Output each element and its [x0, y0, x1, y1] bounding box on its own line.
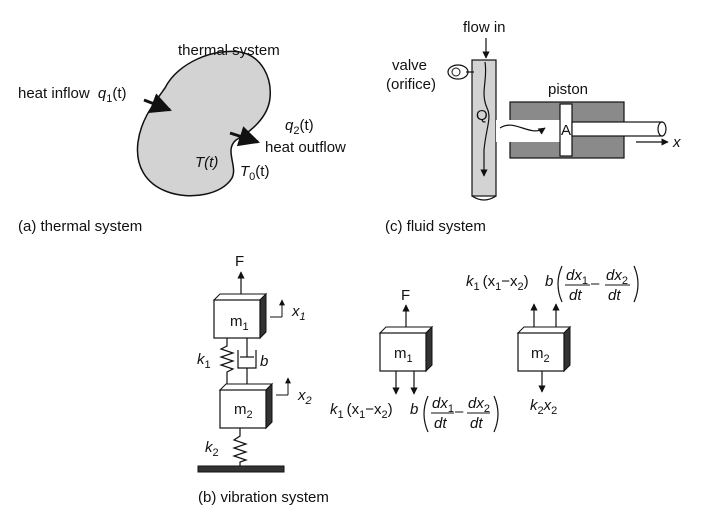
fbd-minus: – [455, 403, 464, 420]
fbd-mass2-side-face [563, 325, 571, 373]
mass1-top-face [212, 293, 268, 301]
fbd-paren-right [493, 395, 499, 433]
fbd2-spring-force-label: k1 (x1−x2) [466, 273, 529, 293]
fbd2-dx2-num: dx2 [606, 267, 628, 287]
cylinder-chamber [496, 120, 560, 142]
piston-area-label: A [561, 122, 571, 139]
mass1-block [213, 299, 261, 339]
x2-label: x2 [297, 387, 312, 407]
fbd-mass1-side-face [425, 325, 433, 373]
mass2-top-face [218, 383, 274, 391]
fbd2-k2x2-label: k2x2 [530, 397, 557, 417]
fbd-dx2-num: dx2 [468, 395, 490, 415]
orifice-label: (orifice) [386, 76, 436, 93]
caption-fluid: (c) fluid system [385, 218, 486, 235]
x1-label: x1 [291, 303, 306, 323]
fbd-dt2-den: dt [470, 415, 483, 432]
fbd2-dx1-num: dx1 [566, 267, 588, 287]
fbd-dx1-num: dx1 [432, 395, 454, 415]
flow-rate-label: Q [476, 107, 488, 124]
mass1-side-face [259, 292, 267, 340]
vibration-system-panel: F m1 x1 k1 b m2 x2 k2 (b) vibration syst… [197, 253, 329, 506]
fbd-damper-b-label: b [410, 401, 418, 418]
temperature-label: T(t) [195, 154, 218, 171]
mass2-block [219, 389, 267, 429]
fbd-dt1-den: dt [434, 415, 447, 432]
fbd-mass2-block [517, 332, 565, 372]
valve-label: valve [392, 57, 427, 74]
thermal-system-panel: thermal system heat inflow q1(t) q2(t) h… [18, 42, 346, 235]
heat-inflow-arrow [143, 93, 172, 114]
fbd-spring-force-label: k1 (x1−x2) [330, 401, 393, 421]
ambient-temperature-label: T0(t) [240, 163, 269, 183]
flow-path [480, 61, 490, 177]
heat-outflow-label: heat outflow [265, 139, 346, 156]
caption-thermal: (a) thermal system [18, 218, 142, 235]
fbd2-paren-left [557, 265, 563, 303]
displacement-x-label: x [672, 134, 681, 151]
damper-b-label: b [260, 353, 268, 370]
branch-flow [499, 124, 546, 135]
fbd2-damper-b-label: b [545, 273, 553, 290]
fbd-mass2-label: m2 [531, 345, 550, 365]
thermal-title: thermal system [178, 42, 280, 59]
piston-rod [571, 121, 663, 137]
spring-k1 [219, 338, 235, 390]
mass2-side-face [265, 382, 273, 430]
force-F-label: F [235, 253, 244, 270]
spring-k2 [232, 428, 248, 466]
k2-label: k2 [205, 439, 219, 459]
mass2-label: m2 [234, 401, 253, 421]
valve-inner [451, 67, 461, 77]
caption-vibration: (b) vibration system [198, 489, 329, 506]
k1-label: k1 [197, 351, 211, 371]
flow-in-label: flow in [463, 19, 506, 36]
fbd-paren-left [423, 395, 429, 433]
fbd-mass1-top-face [378, 326, 434, 334]
fbd2-dt1-den: dt [569, 287, 582, 304]
thermal-body-blob [136, 50, 271, 197]
fbd-mass1: F m1 k1 (x1−x2) b dx1 dt – dx2 dt [330, 287, 499, 433]
fbd-force-F-label: F [401, 287, 410, 304]
fluid-system-panel: flow in valve (orifice) Q A piston x (c)… [385, 19, 681, 235]
piston-label: piston [548, 81, 588, 98]
piston-rod-end [657, 121, 667, 137]
fbd2-minus: – [591, 275, 600, 292]
fbd-mass1-label: m1 [394, 345, 413, 365]
fbd-mass2-top-face [516, 326, 572, 334]
fbd2-paren-right [633, 265, 639, 303]
heat-outflow-arrow [229, 126, 260, 147]
q2-label: q2(t) [285, 117, 314, 137]
mass1-label: m1 [230, 313, 249, 333]
ground [197, 465, 285, 473]
fbd-mass1-block [379, 332, 427, 372]
heat-inflow-label: heat inflow q1(t) [18, 85, 127, 105]
fbd-mass2: k1 (x1−x2) b dx1 dt – dx2 dt m2 k2x2 [466, 265, 639, 417]
pipe-bottom-edge [471, 195, 497, 201]
fbd2-dt2-den: dt [608, 287, 621, 304]
